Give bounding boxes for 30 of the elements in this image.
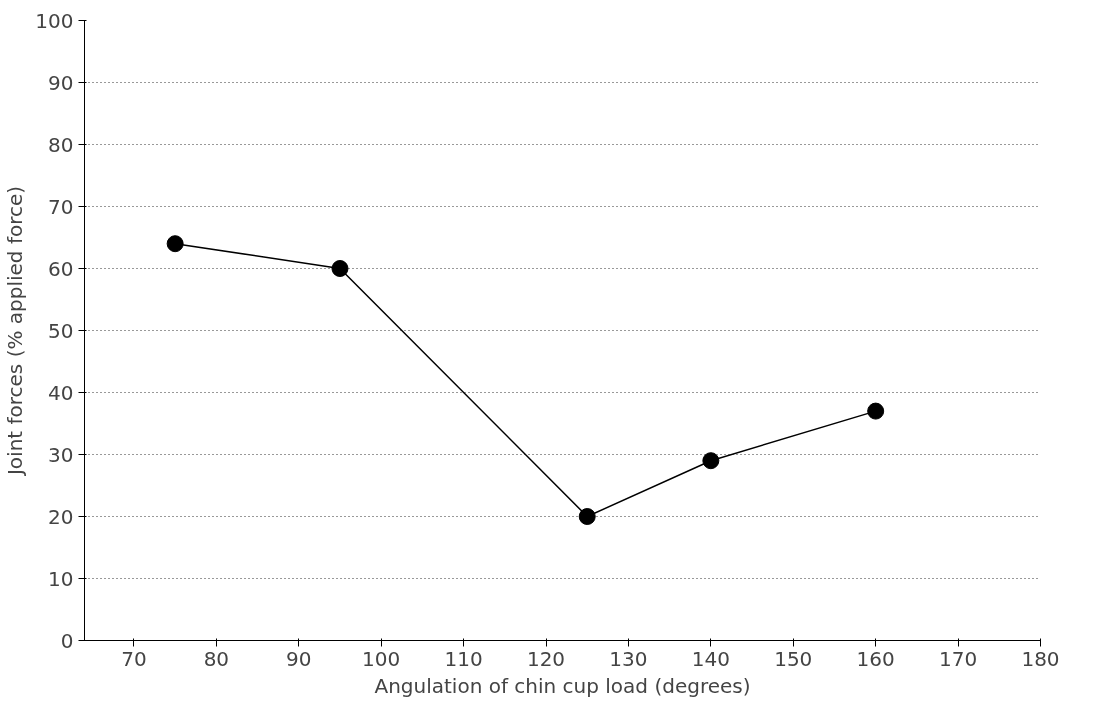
x-tick-label: 180 — [1021, 646, 1060, 671]
x-tick-label: 110 — [444, 646, 483, 671]
y-tick-label: 10 — [48, 566, 74, 591]
y-tick-label: 80 — [48, 132, 74, 157]
x-tick-label: 130 — [609, 646, 648, 671]
y-axis-title: Joint forces (% applied force) — [3, 185, 28, 478]
x-tick-label: 170 — [939, 646, 978, 671]
x-tick-label: 100 — [362, 646, 401, 671]
point — [867, 402, 885, 420]
x-tick-label: 70 — [121, 646, 147, 671]
x-tick-label: 140 — [691, 646, 730, 671]
x-tick-label: 90 — [286, 646, 312, 671]
x-tick-label: 150 — [774, 646, 813, 671]
y-tick-label: 0 — [60, 628, 74, 653]
point — [166, 235, 184, 253]
y-tick-label: 60 — [48, 256, 74, 281]
point — [331, 260, 349, 277]
point — [578, 508, 596, 525]
y-tick-label: 70 — [48, 194, 74, 219]
y-tick-label: 40 — [48, 380, 74, 405]
x-tick-label: 160 — [856, 646, 895, 671]
point — [702, 452, 720, 470]
y-tick-label: 20 — [48, 504, 74, 529]
x-axis-title: Angulation of chin cup load (degrees) — [374, 673, 751, 698]
y-tick-label: 100 — [35, 8, 74, 33]
y-tick-label: 50 — [48, 318, 74, 343]
x-tick-label: 120 — [526, 646, 566, 671]
x-tick-label: 80 — [203, 646, 230, 671]
y-tick-label: 30 — [48, 442, 74, 467]
y-tick-label: 90 — [48, 70, 74, 95]
